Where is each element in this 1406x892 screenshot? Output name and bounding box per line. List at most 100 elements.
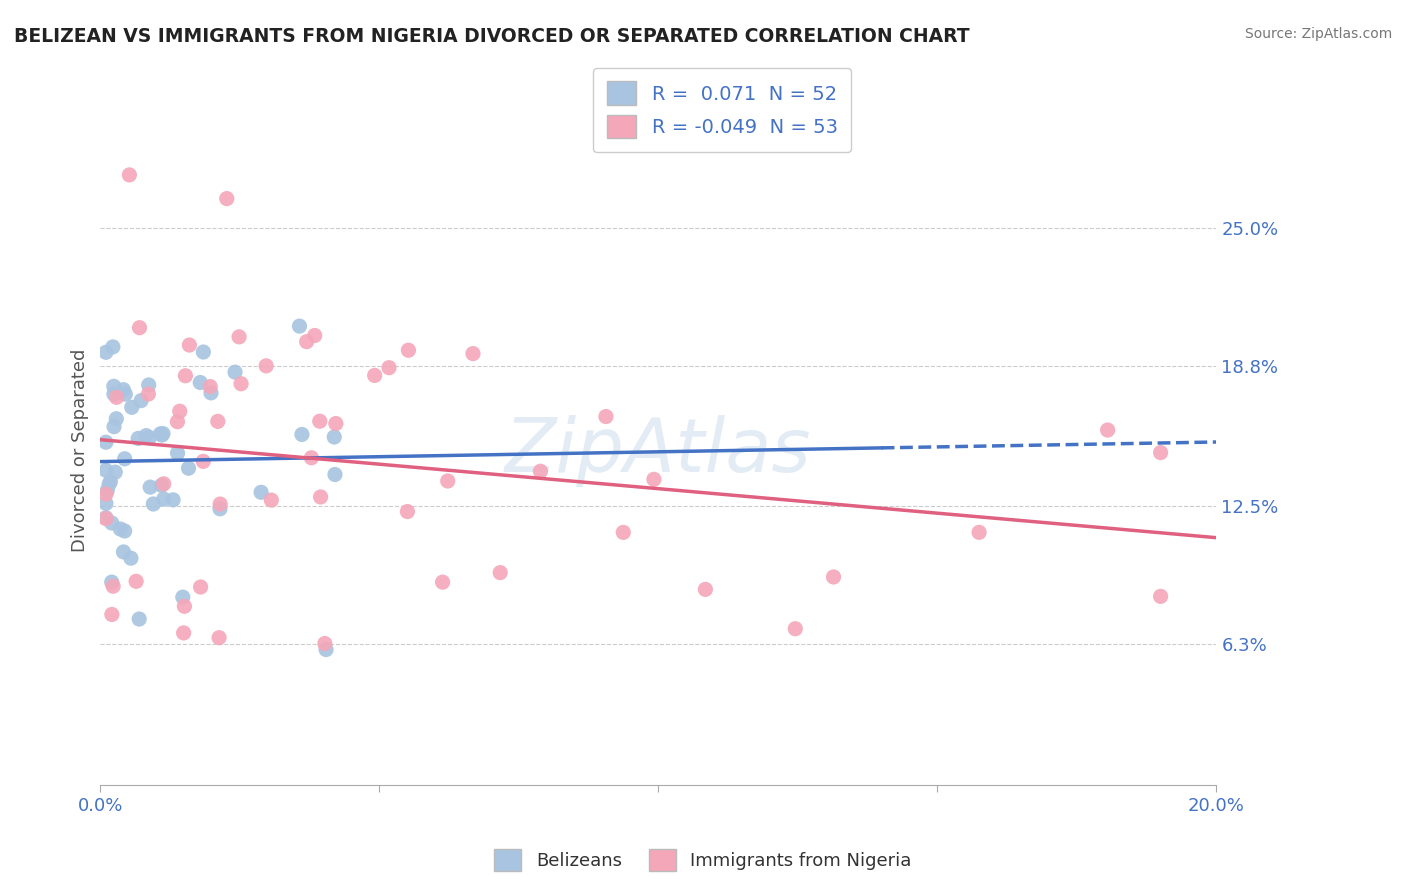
Point: [169, 404, 191, 418]
Point: [152, 476, 174, 491]
Point: [94, 511, 117, 525]
Point: [120, 551, 142, 566]
Point: [101, 340, 124, 354]
Point: [323, 467, 346, 482]
Point: [110, 522, 132, 536]
Point: [149, 426, 172, 441]
Point: [250, 485, 273, 500]
Point: [138, 387, 160, 401]
Point: [100, 516, 122, 530]
Point: [200, 385, 222, 400]
Point: [96, 483, 118, 498]
Point: [166, 446, 188, 460]
Text: Source: ZipAtlas.com: Source: ZipAtlas.com: [1244, 27, 1392, 41]
Point: [104, 465, 127, 479]
Point: [643, 472, 665, 486]
Point: [612, 525, 634, 540]
Point: [98, 477, 121, 491]
Point: [103, 419, 125, 434]
Point: [254, 359, 277, 373]
Point: [172, 590, 194, 604]
Point: [595, 409, 617, 424]
Point: [209, 497, 232, 511]
Point: [260, 493, 283, 508]
Point: [208, 501, 231, 516]
Point: [1097, 423, 1119, 437]
Point: [323, 430, 346, 444]
Point: [105, 411, 128, 425]
Point: [1149, 445, 1171, 459]
Point: [118, 168, 141, 182]
Point: [291, 427, 314, 442]
Point: [325, 417, 347, 431]
Point: [101, 579, 124, 593]
Point: [295, 334, 318, 349]
Point: [162, 492, 184, 507]
Point: [105, 390, 128, 404]
Point: [695, 582, 717, 597]
Point: [823, 570, 845, 584]
Point: [129, 393, 152, 408]
Point: [314, 636, 336, 650]
Point: [138, 378, 160, 392]
Point: [193, 454, 215, 468]
Point: [125, 574, 148, 589]
Point: [224, 365, 246, 379]
Point: [173, 599, 195, 614]
Point: [152, 491, 174, 506]
Point: [208, 631, 231, 645]
Point: [229, 376, 252, 391]
Point: [299, 450, 322, 465]
Point: [121, 401, 143, 415]
Point: [200, 379, 222, 393]
Point: [103, 387, 125, 401]
Point: [304, 328, 326, 343]
Point: [378, 360, 401, 375]
Point: [94, 510, 117, 524]
Point: [215, 192, 238, 206]
Legend: R =  0.071  N = 52, R = -0.049  N = 53: R = 0.071 N = 52, R = -0.049 N = 53: [593, 68, 851, 153]
Point: [139, 480, 162, 494]
Point: [174, 368, 197, 383]
Point: [112, 383, 135, 397]
Point: [138, 430, 160, 444]
Point: [128, 320, 150, 334]
Point: [436, 474, 458, 488]
Point: [529, 464, 551, 478]
Point: [103, 379, 125, 393]
Point: [308, 414, 330, 428]
Point: [94, 345, 117, 359]
Point: [100, 475, 122, 489]
Point: [188, 376, 211, 390]
Point: [228, 330, 250, 344]
Point: [190, 580, 212, 594]
Point: [94, 435, 117, 450]
Legend: Belizeans, Immigrants from Nigeria: Belizeans, Immigrants from Nigeria: [486, 842, 920, 879]
Point: [461, 346, 484, 360]
Point: [177, 461, 200, 475]
Point: [398, 343, 420, 358]
Point: [785, 622, 807, 636]
Point: [288, 319, 311, 334]
Point: [94, 496, 117, 510]
Text: ZipAtlas: ZipAtlas: [505, 415, 811, 487]
Point: [173, 626, 195, 640]
Y-axis label: Divorced or Separated: Divorced or Separated: [72, 349, 89, 552]
Point: [128, 612, 150, 626]
Point: [127, 431, 149, 445]
Point: [150, 428, 173, 442]
Point: [432, 575, 454, 590]
Point: [179, 338, 201, 352]
Point: [489, 566, 512, 580]
Point: [114, 387, 136, 401]
Point: [94, 487, 117, 501]
Point: [309, 490, 332, 504]
Point: [114, 451, 136, 466]
Point: [363, 368, 385, 383]
Point: [150, 478, 173, 492]
Point: [166, 415, 188, 429]
Point: [207, 414, 229, 428]
Text: BELIZEAN VS IMMIGRANTS FROM NIGERIA DIVORCED OR SEPARATED CORRELATION CHART: BELIZEAN VS IMMIGRANTS FROM NIGERIA DIVO…: [14, 27, 970, 45]
Point: [1149, 590, 1171, 604]
Point: [112, 545, 135, 559]
